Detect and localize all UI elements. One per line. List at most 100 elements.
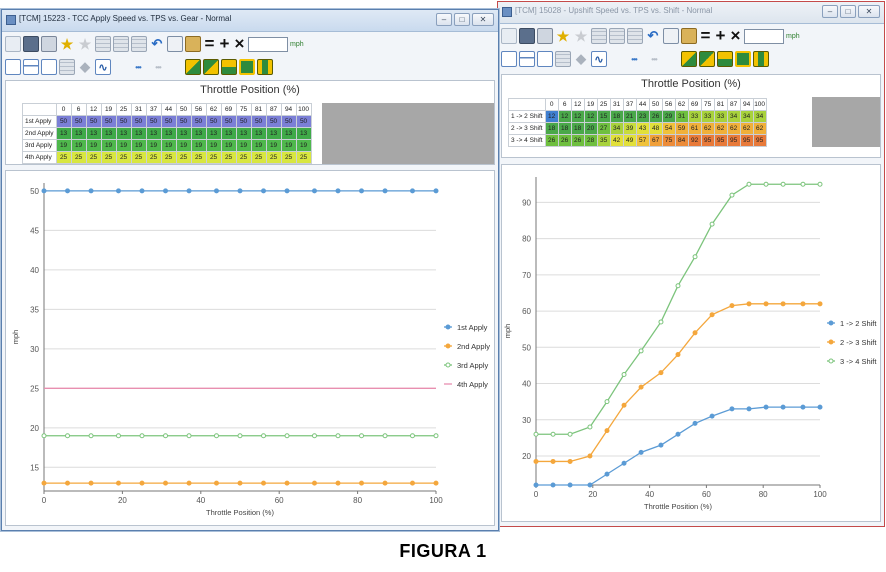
table-cell[interactable]: 19 xyxy=(70,139,87,152)
table-cell[interactable]: 18 xyxy=(557,122,572,135)
new-document-icon[interactable] xyxy=(501,28,517,44)
table-cell[interactable]: 95 xyxy=(752,134,767,147)
table-cell[interactable]: 13 xyxy=(250,127,267,140)
table-cell[interactable]: 42 xyxy=(609,134,624,147)
table-cell[interactable]: 54 xyxy=(661,122,676,135)
table-cell[interactable]: 25 xyxy=(265,151,282,164)
table-cell[interactable]: 27 xyxy=(596,122,611,135)
table-cell[interactable]: 25 xyxy=(280,151,297,164)
table-cell[interactable]: 26 xyxy=(557,134,572,147)
table-cell[interactable]: 13 xyxy=(55,127,72,140)
table-cell[interactable]: 13 xyxy=(295,127,312,140)
table-cell[interactable]: 50 xyxy=(190,115,207,128)
table-cell[interactable]: 25 xyxy=(160,151,177,164)
table-cell[interactable]: 25 xyxy=(190,151,207,164)
smooth-icon[interactable]: ••• xyxy=(651,54,657,64)
table-cell[interactable]: 19 xyxy=(235,139,252,152)
interpolate-icon[interactable]: ••• xyxy=(135,62,141,72)
table-cell[interactable]: 19 xyxy=(205,139,222,152)
new-document-icon[interactable] xyxy=(5,36,21,52)
table-cell[interactable]: 13 xyxy=(220,127,237,140)
table-cell[interactable]: 18 xyxy=(544,122,559,135)
copy-icon[interactable] xyxy=(167,36,183,52)
view-columns-icon[interactable] xyxy=(537,51,553,67)
fill-left-icon[interactable] xyxy=(221,59,237,75)
table-cell[interactable]: 13 xyxy=(280,127,297,140)
table-cell[interactable]: 13 xyxy=(145,127,162,140)
table-cell[interactable]: 50 xyxy=(250,115,267,128)
table-cell[interactable]: 33 xyxy=(713,110,728,123)
table-cell[interactable]: 33 xyxy=(700,110,715,123)
maximize-button[interactable]: □ xyxy=(454,13,470,26)
fill-up-icon[interactable] xyxy=(681,51,697,67)
table-cell[interactable]: 25 xyxy=(235,151,252,164)
value-input[interactable] xyxy=(744,28,784,44)
fill-left-icon[interactable] xyxy=(717,51,733,67)
table-cell[interactable]: 43 xyxy=(635,122,650,135)
table-cell[interactable]: 25 xyxy=(250,151,267,164)
favorite-star-disabled-icon[interactable]: ★ xyxy=(574,27,588,44)
table-cell[interactable]: 50 xyxy=(295,115,312,128)
table-cell[interactable]: 13 xyxy=(175,127,192,140)
table-cell[interactable]: 25 xyxy=(220,151,237,164)
table-cell[interactable]: 62 xyxy=(752,122,767,135)
title-bar[interactable]: [TCM] 15028 - Upshift Speed vs. TPS vs. … xyxy=(498,2,884,24)
table-grid-icon[interactable] xyxy=(131,36,147,52)
table-cell[interactable]: 50 xyxy=(235,115,252,128)
table-cell[interactable]: 48 xyxy=(648,122,663,135)
table-cell[interactable]: 61 xyxy=(687,122,702,135)
table-cell[interactable]: 50 xyxy=(100,115,117,128)
favorite-star-icon[interactable]: ★ xyxy=(556,27,570,44)
table-cell[interactable]: 50 xyxy=(205,115,222,128)
table-cell[interactable]: 62 xyxy=(726,122,741,135)
table-cell[interactable]: 19 xyxy=(55,139,72,152)
table-cell[interactable]: 18 xyxy=(609,110,624,123)
table-cell[interactable]: 25 xyxy=(175,151,192,164)
view-table-icon[interactable] xyxy=(5,59,21,75)
table-cell[interactable]: 25 xyxy=(70,151,87,164)
table-cell[interactable]: 50 xyxy=(280,115,297,128)
undo-icon[interactable]: ↶ xyxy=(151,36,163,51)
table-cell[interactable]: 19 xyxy=(160,139,177,152)
print-icon[interactable] xyxy=(537,28,553,44)
view-grid-icon[interactable] xyxy=(59,59,75,75)
maximize-button[interactable]: □ xyxy=(840,5,856,18)
table-cell[interactable]: 19 xyxy=(85,139,102,152)
table-cell[interactable]: 31 xyxy=(674,110,689,123)
table-cell[interactable]: 20 xyxy=(583,122,598,135)
table-cell[interactable]: 84 xyxy=(674,134,689,147)
view-split-icon[interactable] xyxy=(519,51,535,67)
table-cell[interactable]: 95 xyxy=(713,134,728,147)
table-cell[interactable]: 12 xyxy=(570,110,585,123)
table-cell[interactable]: 29 xyxy=(661,110,676,123)
table-cell[interactable]: 19 xyxy=(265,139,282,152)
table-cell[interactable]: 19 xyxy=(220,139,237,152)
close-button[interactable]: ✕ xyxy=(472,13,494,26)
table-cell[interactable]: 25 xyxy=(295,151,312,164)
title-bar[interactable]: [TCM] 15223 - TCC Apply Speed vs. TPS vs… xyxy=(2,10,498,32)
set-equal-icon[interactable]: = xyxy=(204,34,215,53)
table-cell[interactable]: 19 xyxy=(100,139,117,152)
table-grid-icon[interactable] xyxy=(95,36,111,52)
table-cell[interactable]: 19 xyxy=(190,139,207,152)
table-cell[interactable]: 50 xyxy=(175,115,192,128)
table-cell[interactable]: 19 xyxy=(175,139,192,152)
multiply-icon[interactable]: × xyxy=(234,34,245,53)
table-cell[interactable]: 25 xyxy=(85,151,102,164)
table-cell[interactable]: 62 xyxy=(700,122,715,135)
table-cell[interactable]: 34 xyxy=(726,110,741,123)
fill-up-icon[interactable] xyxy=(185,59,201,75)
table-grid-icon[interactable] xyxy=(609,28,625,44)
table-cell[interactable]: 57 xyxy=(635,134,650,147)
table-cell[interactable]: 50 xyxy=(220,115,237,128)
table-cell[interactable]: 19 xyxy=(115,139,132,152)
fill-down-icon[interactable] xyxy=(203,59,219,75)
table-cell[interactable]: 50 xyxy=(115,115,132,128)
favorite-star-icon[interactable]: ★ xyxy=(60,35,74,52)
favorite-star-disabled-icon[interactable]: ★ xyxy=(78,35,92,52)
table-cell[interactable]: 19 xyxy=(280,139,297,152)
smooth-icon[interactable]: ••• xyxy=(155,62,161,72)
table-cell[interactable]: 50 xyxy=(265,115,282,128)
table-cell[interactable]: 25 xyxy=(205,151,222,164)
fill-all-icon[interactable] xyxy=(257,59,273,75)
